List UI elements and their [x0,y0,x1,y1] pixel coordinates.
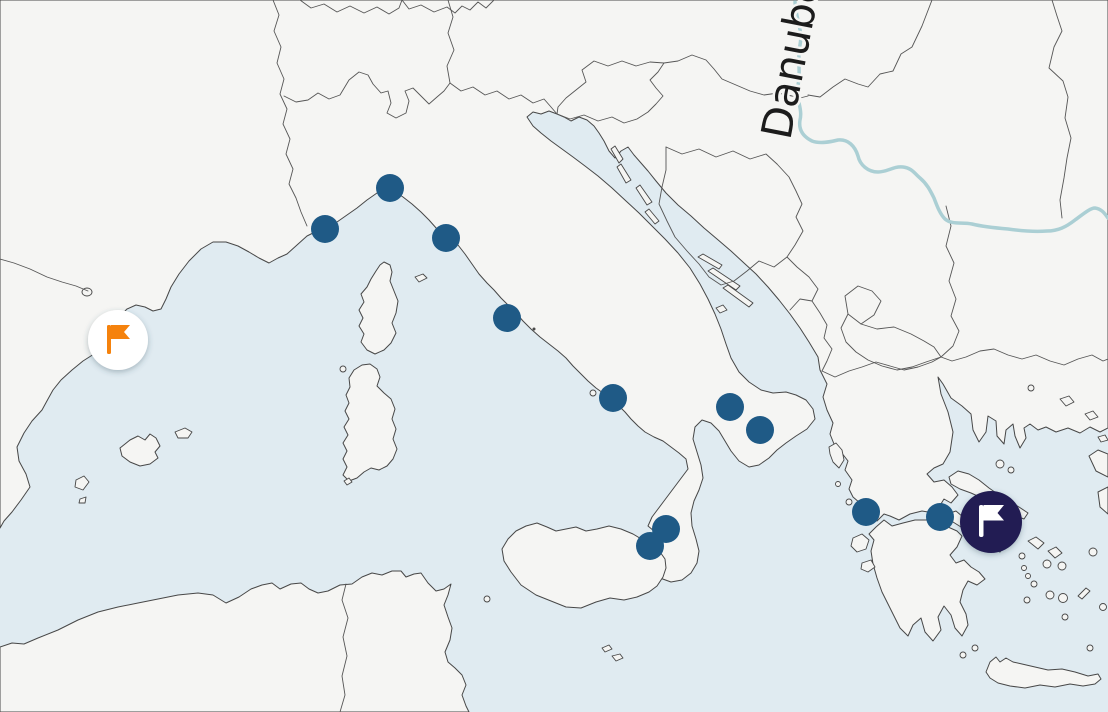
island-elba [414,273,428,283]
islet [1018,552,1026,560]
islet [1077,587,1091,600]
islet [697,253,723,270]
route-stop-3[interactable] [432,224,460,252]
coast-anatolia [1097,486,1108,515]
islet [339,365,347,373]
origin-marker[interactable] [88,310,148,370]
island-crete [985,656,1102,689]
islet [1030,580,1038,588]
route-stop-7[interactable] [746,416,774,444]
islet [715,304,728,314]
islet [1058,593,1068,603]
islet [1027,384,1035,392]
route-stop-6[interactable] [716,393,744,421]
islet [1021,565,1027,571]
islet [1099,603,1107,611]
islet [616,163,632,184]
flag-icon [979,505,1004,537]
islet [1023,596,1031,604]
route-stop-5[interactable] [599,384,627,412]
islet [959,651,967,659]
islet [1045,590,1055,600]
island-sardinia [342,363,398,482]
islet [1059,395,1075,407]
coast-anatolia [1088,449,1108,478]
island-malta-gozo [611,653,624,662]
landmass-africa [0,570,470,712]
island-menorca [174,427,193,439]
islet [1025,573,1031,579]
island-ibiza [74,475,90,491]
islet [78,496,87,504]
route-stops [311,174,954,560]
city-dot [532,327,536,331]
islet [1061,613,1069,621]
island-sicily [501,522,667,609]
islet [1047,546,1063,559]
islet [1086,644,1094,652]
island-cephalonia [850,533,870,553]
islet [644,208,660,225]
islet [1084,410,1099,421]
islet [635,184,653,206]
island-corfu [828,442,845,469]
route-stop-11[interactable] [926,503,954,531]
destination-marker-circle[interactable] [960,491,1022,553]
route-stop-1[interactable] [311,215,339,243]
island-malta [601,644,613,653]
islet [995,459,1005,469]
islet [971,644,979,652]
islet [835,481,841,487]
island-ischia [589,389,597,397]
islet [610,145,624,164]
islet [1057,561,1067,571]
route-stop-10[interactable] [852,498,880,526]
island-pantelleria [483,595,491,603]
island-mallorca [119,433,161,467]
island-zakynthos [860,559,876,573]
islet [845,498,853,506]
route-stop-9[interactable] [636,532,664,560]
islet [1042,559,1052,569]
islet [1097,434,1108,443]
landmass-peloponnese [868,519,986,642]
islet [722,284,754,308]
route-stop-4[interactable] [493,304,521,332]
island-corsica [358,261,399,355]
islet [1088,547,1098,557]
origin-marker-circle[interactable] [88,310,148,370]
islet [1007,466,1015,474]
danube-river [793,0,1108,234]
islet [1027,536,1045,550]
flag-icon [107,325,130,354]
route-stop-2[interactable] [376,174,404,202]
islet [343,477,353,486]
destination-marker[interactable] [960,491,1022,553]
